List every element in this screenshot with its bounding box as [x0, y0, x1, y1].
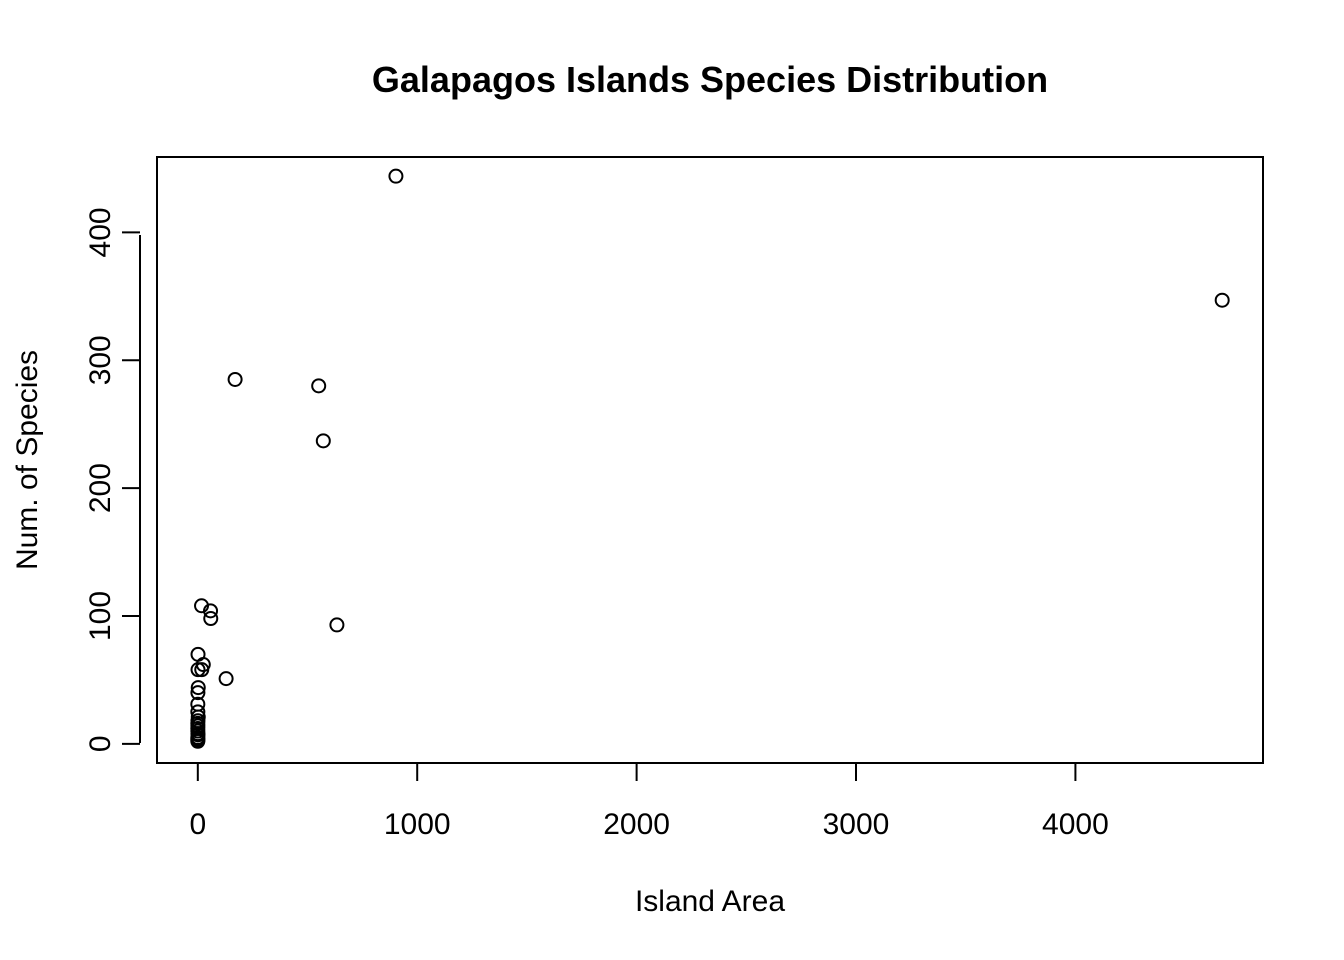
- plot-frame: [156, 156, 1264, 764]
- x-tick-label: 3000: [823, 808, 890, 841]
- y-tick-label: 200: [84, 463, 117, 513]
- data-point: [190, 685, 206, 701]
- chart-title: Galapagos Islands Species Distribution: [372, 59, 1048, 100]
- x-tick-label: 2000: [603, 808, 670, 841]
- data-point: [190, 733, 206, 749]
- data-point: [329, 617, 345, 633]
- y-tick-label: 100: [84, 591, 117, 641]
- x-axis-label: Island Area: [635, 885, 785, 918]
- data-point: [1214, 292, 1230, 308]
- data-point: [227, 371, 243, 387]
- y-axis: 0 100 200 300 400: [84, 207, 141, 752]
- data-point: [190, 680, 206, 696]
- x-tick-label: 4000: [1042, 808, 1109, 841]
- data-point: [203, 603, 219, 619]
- data-point: [388, 168, 404, 184]
- x-tick-label: 1000: [384, 808, 451, 841]
- data-point: [203, 611, 219, 627]
- data-point: [218, 671, 234, 687]
- data-point: [194, 662, 210, 678]
- x-tick-label: 0: [189, 808, 206, 841]
- data-point: [311, 378, 327, 394]
- x-axis: 0 1000 2000 3000 4000: [189, 762, 1109, 841]
- y-tick-label: 0: [84, 735, 117, 752]
- data-point: [315, 433, 331, 449]
- y-axis-label: Num. of Species: [11, 350, 44, 570]
- y-tick-label: 400: [84, 207, 117, 257]
- y-tick-label: 300: [84, 335, 117, 385]
- data-point: [190, 704, 206, 720]
- data-points: [190, 168, 1230, 749]
